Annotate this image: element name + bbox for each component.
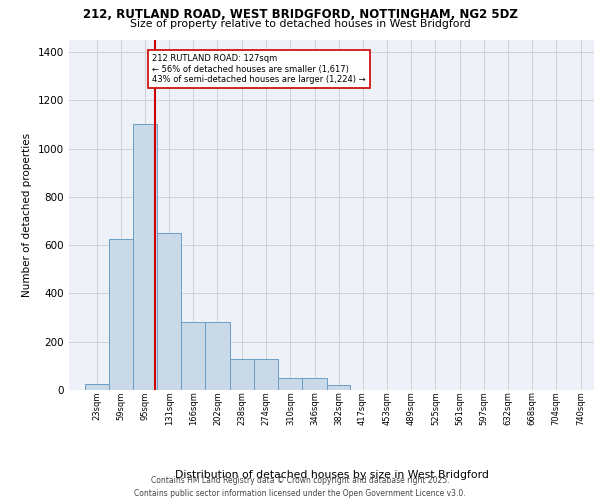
Bar — [157, 233, 181, 390]
X-axis label: Distribution of detached houses by size in West Bridgford: Distribution of detached houses by size … — [175, 470, 488, 480]
Bar — [302, 378, 327, 390]
Bar — [109, 239, 133, 390]
Bar — [254, 358, 278, 390]
Bar — [230, 358, 254, 390]
Y-axis label: Number of detached properties: Number of detached properties — [22, 133, 32, 297]
Bar — [85, 384, 109, 390]
Bar — [278, 378, 302, 390]
Bar — [181, 322, 205, 390]
Text: 212 RUTLAND ROAD: 127sqm
← 56% of detached houses are smaller (1,617)
43% of sem: 212 RUTLAND ROAD: 127sqm ← 56% of detach… — [152, 54, 365, 84]
Bar — [327, 385, 350, 390]
Text: Size of property relative to detached houses in West Bridgford: Size of property relative to detached ho… — [130, 19, 470, 29]
Bar — [133, 124, 157, 390]
Text: Contains HM Land Registry data © Crown copyright and database right 2025.
Contai: Contains HM Land Registry data © Crown c… — [134, 476, 466, 498]
Bar — [205, 322, 230, 390]
Text: 212, RUTLAND ROAD, WEST BRIDGFORD, NOTTINGHAM, NG2 5DZ: 212, RUTLAND ROAD, WEST BRIDGFORD, NOTTI… — [83, 8, 517, 20]
